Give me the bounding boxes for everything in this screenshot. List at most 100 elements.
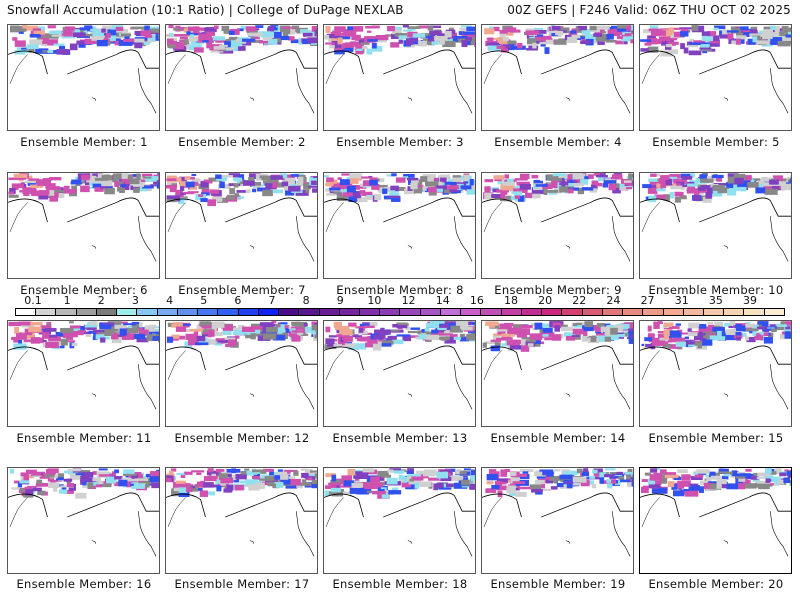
snowfall-patch <box>123 473 137 476</box>
snowfall-patch <box>60 327 73 333</box>
snowfall-patch <box>659 337 668 342</box>
snowfall-patch <box>700 44 710 47</box>
snowfall-patch <box>360 42 370 45</box>
snowfall-patch <box>525 28 534 31</box>
snowfall-patch <box>92 29 105 37</box>
coastline <box>640 49 791 75</box>
colorbar-swatch <box>36 309 57 315</box>
snowfall-patch <box>602 183 609 188</box>
snowfall-patch <box>269 38 278 45</box>
snowfall-patch <box>344 343 356 348</box>
colorbar-tick-label: 10 <box>367 294 382 307</box>
snowfall-patch <box>434 330 444 336</box>
snowfall-patch <box>443 187 450 194</box>
snowfall-patch <box>302 32 313 37</box>
snowfall-patch <box>237 37 249 40</box>
coastline <box>640 197 791 223</box>
snowfall-patch <box>532 42 537 49</box>
snowfall-patch <box>276 482 284 488</box>
snowfall-patch <box>358 39 370 45</box>
snowfall-patch <box>12 177 26 180</box>
snowfall-patch <box>24 188 37 192</box>
snowfall-patch <box>407 330 419 334</box>
snowfall-patch <box>390 329 400 332</box>
snowfall-patch <box>296 483 303 489</box>
snowfall-patch <box>244 468 250 473</box>
snowfall-patch <box>705 192 713 199</box>
snowfall-patch <box>673 476 682 480</box>
snowfall-patch <box>494 342 501 346</box>
snowfall-patch <box>460 28 466 32</box>
snowfall-patch <box>221 25 230 32</box>
island <box>407 97 413 101</box>
snowfall-patch <box>649 179 659 186</box>
snowfall-patch <box>80 185 90 193</box>
coastline <box>167 202 186 232</box>
snowfall-patch <box>259 39 269 44</box>
snowfall-patch <box>687 328 692 332</box>
snowfall-patch <box>710 475 721 480</box>
snowfall-patch <box>459 27 472 30</box>
snowfall-patch <box>719 336 726 341</box>
snowfall-patch <box>484 193 495 200</box>
snowfall-patch <box>412 33 426 38</box>
snowfall-patch <box>55 477 64 481</box>
snowfall-patch <box>121 336 135 340</box>
coastline <box>167 350 186 380</box>
snowfall-patch <box>584 176 589 180</box>
snowfall-patch <box>668 344 680 349</box>
snowfall-patch <box>486 481 494 485</box>
coastline <box>483 54 502 84</box>
snowfall-patch <box>669 330 680 337</box>
coastline <box>9 54 28 84</box>
snowfall-patch <box>737 483 746 490</box>
colorbar-swatch <box>481 309 502 315</box>
snowfall-patch <box>664 474 679 478</box>
snowfall-patch <box>326 33 340 39</box>
snowfall-patch <box>497 178 505 185</box>
snowfall-patch <box>542 334 549 337</box>
snowfall-patch <box>236 28 244 32</box>
snowfall-patch <box>500 183 515 191</box>
colorbar-swatch <box>744 309 765 315</box>
snowfall-patch <box>125 333 136 337</box>
snowfall-patch <box>314 323 317 326</box>
snowfall-patch <box>49 177 62 181</box>
snowfall-patch <box>194 181 199 186</box>
snowfall-patch <box>716 330 722 338</box>
snowfall-patch <box>761 176 768 182</box>
snowfall-patch <box>324 175 329 178</box>
snowfall-patch <box>29 39 43 45</box>
snowfall-patch <box>546 189 559 193</box>
snowfall-patch <box>573 183 584 187</box>
snowfall-patch <box>640 39 652 42</box>
snowfall-patch <box>207 468 214 473</box>
snowfall-patch <box>628 479 633 483</box>
snowfall-patch <box>568 30 578 37</box>
snowfall-patch <box>328 335 338 338</box>
coastline <box>611 216 631 262</box>
snowfall-patch <box>176 335 186 340</box>
snowfall-patch <box>50 479 62 482</box>
snowfall-patch <box>87 482 94 489</box>
snowfall-patch <box>786 471 791 476</box>
snowfall-patch <box>774 468 782 474</box>
snowfall-patch <box>648 337 662 343</box>
snowfall-patch <box>663 329 673 336</box>
ensemble-map-panel <box>323 172 476 279</box>
snowfall-patch <box>211 196 223 202</box>
snowfall-patch <box>251 475 261 479</box>
snowfall-patch <box>545 39 554 44</box>
snowfall-patch <box>409 478 414 482</box>
snowfall-patch <box>631 473 633 479</box>
snowfall-patch <box>415 470 426 474</box>
snowfall-patch <box>684 336 689 340</box>
snowfall-patch <box>466 333 475 341</box>
colorbar-swatch <box>724 309 745 315</box>
snowfall-patch <box>595 173 606 176</box>
ensemble-member-label: Ensemble Member: 7 <box>178 283 306 297</box>
snowfall-patch <box>402 335 412 342</box>
snowfall-patch <box>577 187 585 195</box>
snowfall-patch <box>667 41 672 47</box>
snowfall-patch <box>296 182 303 186</box>
